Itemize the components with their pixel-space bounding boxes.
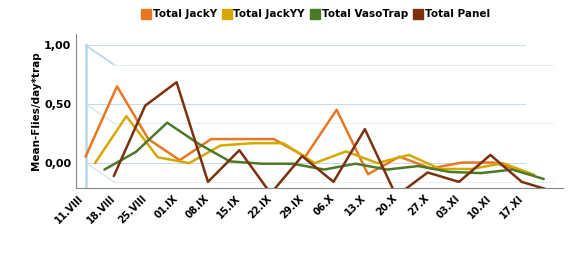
Legend: Total JackY, Total JackYY, Total VasoTrap, Total Panel: Total JackY, Total JackYY, Total VasoTra… (139, 5, 494, 23)
Y-axis label: Mean-Flies/day*trap: Mean-Flies/day*trap (31, 52, 41, 170)
